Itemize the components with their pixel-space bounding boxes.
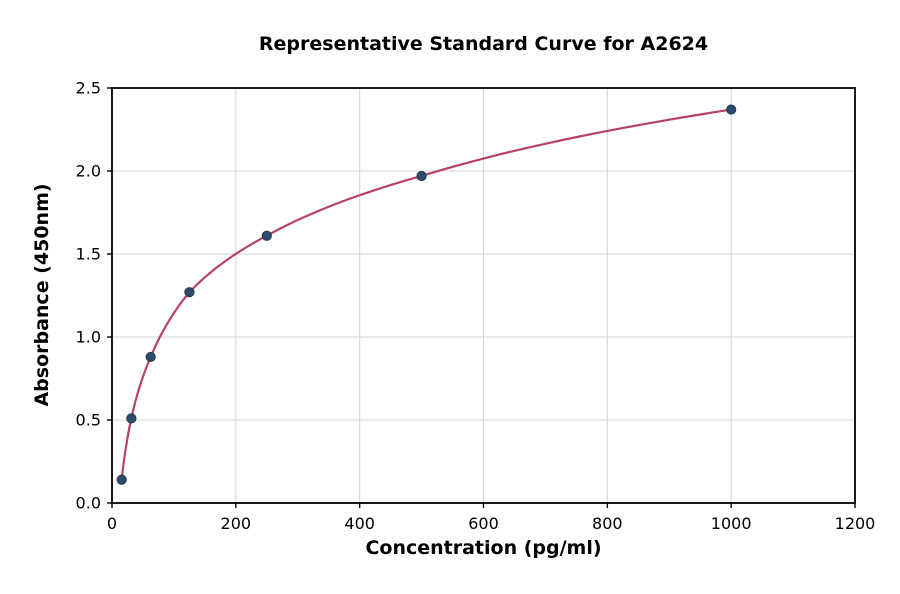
x-tick-label: 800 <box>592 514 623 533</box>
x-tick-label: 0 <box>107 514 117 533</box>
y-tick-label: 2.0 <box>76 162 101 181</box>
y-tick-label: 2.5 <box>76 79 101 98</box>
chart-title: Representative Standard Curve for A2624 <box>258 33 709 55</box>
data-point <box>261 230 272 241</box>
y-tick-label: 0.0 <box>76 494 101 513</box>
x-tick-label: 1200 <box>835 514 876 533</box>
y-tick-label: 0.5 <box>76 411 101 430</box>
standard-curve-line <box>120 108 733 481</box>
y-tick-label: 1.5 <box>76 245 101 264</box>
x-tick-label: 1000 <box>711 514 752 533</box>
data-point <box>116 474 127 485</box>
x-tick-label: 400 <box>344 514 375 533</box>
x-axis-label: Concentration (pg/ml) <box>365 537 602 559</box>
data-point <box>416 170 427 182</box>
data-point <box>126 413 137 424</box>
x-tick-label: 600 <box>468 514 499 533</box>
y-axis-label: Absorbance (450nm) <box>31 183 53 407</box>
y-tick-label: 1.0 <box>76 328 101 347</box>
data-point <box>184 287 195 298</box>
x-tick-label: 200 <box>221 514 252 533</box>
data-point <box>145 351 156 363</box>
data-point <box>726 104 737 115</box>
